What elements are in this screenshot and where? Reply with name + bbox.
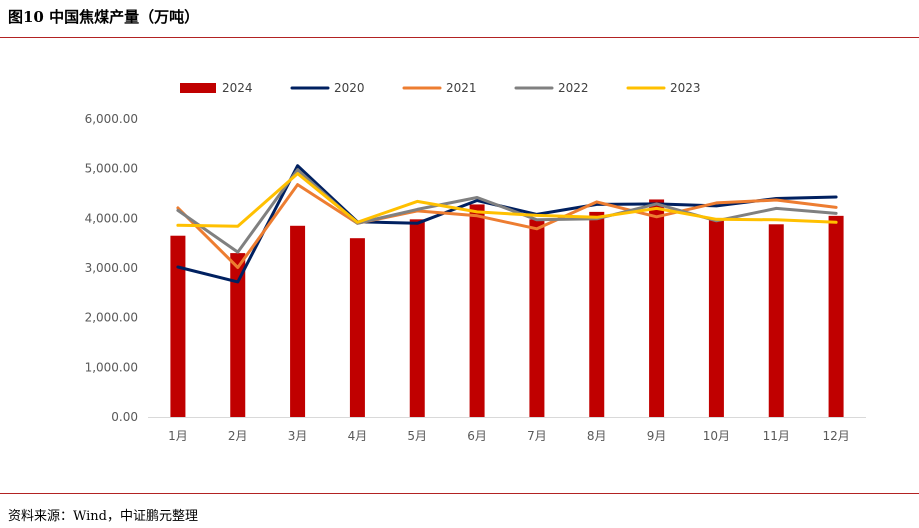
x-tick-label: 5月 — [407, 429, 427, 443]
x-axis: 1月 2月 3月 4月 5月 6月 7月 8月 9月 10月 11月 12月 — [148, 417, 866, 443]
legend-label-2022: 2022 — [558, 81, 589, 95]
x-tick-label: 3月 — [288, 429, 308, 443]
y-tick-label: 6,000.00 — [85, 112, 138, 126]
source-rule — [0, 493, 919, 494]
bar-2024 — [409, 219, 425, 417]
y-tick-label: 0.00 — [111, 410, 138, 424]
line-2022 — [176, 168, 838, 254]
line-2023 — [176, 172, 838, 228]
line-2021 — [176, 183, 838, 269]
legend-label-2024: 2024 — [222, 81, 253, 95]
x-tick-label: 1月 — [168, 429, 188, 443]
y-tick-label: 4,000.00 — [85, 211, 138, 225]
bar-2024 — [649, 199, 665, 417]
legend-swatch-2024 — [180, 83, 216, 93]
line-series — [176, 164, 838, 284]
x-tick-label: 2月 — [228, 429, 248, 443]
chart-area: 2024 2020 2021 2022 2023 0.00 1,000.00 2,000.0… — [85, 81, 866, 443]
x-tick-label: 12月 — [822, 429, 849, 443]
bar-2024 — [768, 224, 784, 417]
bar-2024 — [529, 219, 545, 417]
x-tick-label: 9月 — [647, 429, 667, 443]
x-tick-label: 7月 — [527, 429, 547, 443]
bar-2024 — [349, 238, 365, 417]
bar-2024 — [170, 235, 186, 417]
title-rule — [0, 37, 919, 38]
legend-label-2023: 2023 — [670, 81, 701, 95]
bar-2024 — [290, 225, 306, 417]
y-tick-label: 2,000.00 — [85, 311, 138, 325]
bar-2024 — [230, 253, 246, 417]
x-tick-label: 6月 — [467, 429, 487, 443]
legend: 2024 2020 2021 2022 2023 — [180, 81, 701, 95]
bar-2024 — [708, 218, 724, 417]
bar-2024 — [828, 215, 844, 417]
x-tick-label: 11月 — [763, 429, 790, 443]
legend-label-2021: 2021 — [446, 81, 477, 95]
bar-2024 — [469, 204, 485, 417]
bar-series-2024 — [170, 199, 844, 417]
bar-2024 — [589, 211, 605, 417]
x-tick-label: 4月 — [348, 429, 368, 443]
x-tick-label: 8月 — [587, 429, 607, 443]
legend-label-2020: 2020 — [334, 81, 365, 95]
y-tick-label: 3,000.00 — [85, 261, 138, 275]
source-note: 资料来源：Wind，中证鹏元整理 — [8, 509, 198, 524]
y-axis: 0.00 1,000.00 2,000.00 3,000.00 4,000.00 5,00… — [85, 112, 138, 424]
x-tick-label: 10月 — [703, 429, 730, 443]
y-tick-label: 1,000.00 — [85, 360, 138, 374]
y-tick-label: 5,000.00 — [85, 162, 138, 176]
figure-title: 图10 中国焦煤产量（万吨） — [8, 8, 200, 26]
